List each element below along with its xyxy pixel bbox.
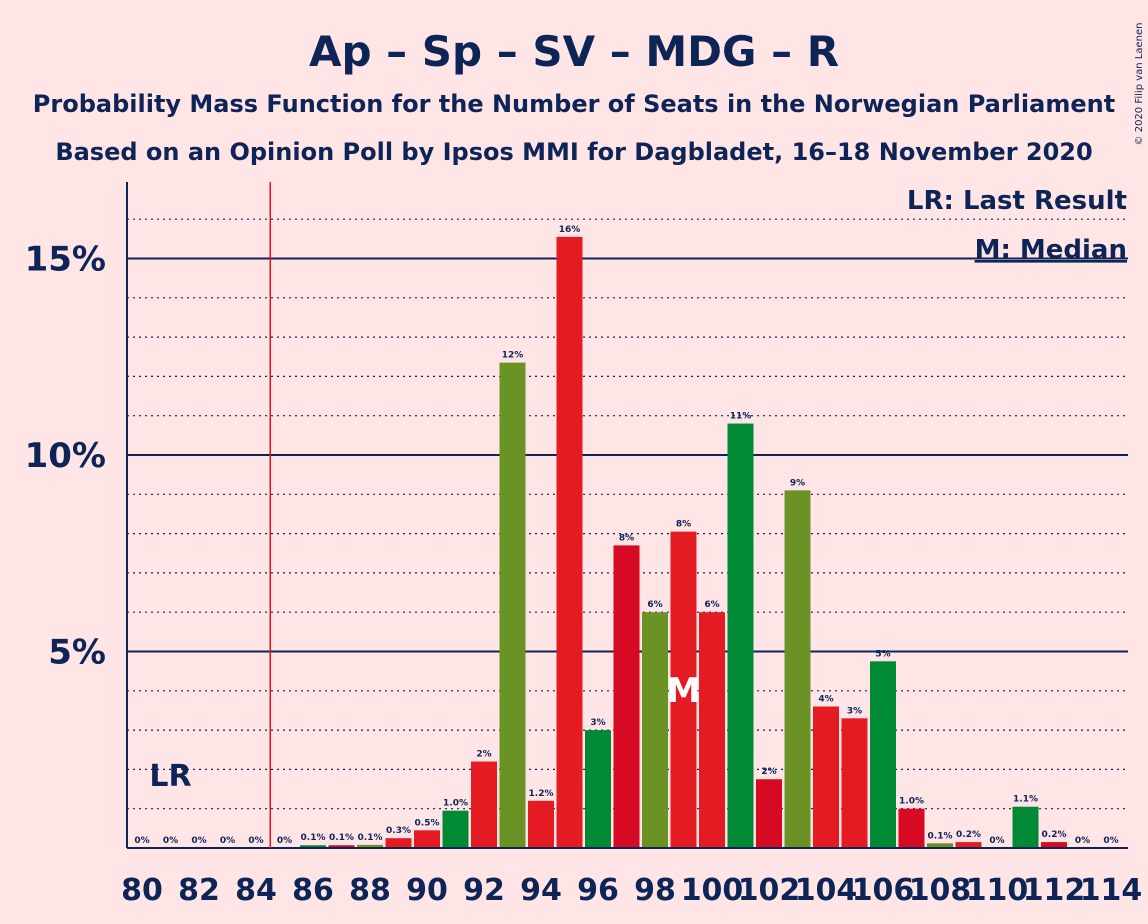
x-tick-label: 102 [738,873,801,908]
bar-104 [813,706,839,848]
bar-label-100: 6% [704,600,719,610]
bar-label-80: 0% [134,836,149,846]
bar-label-86: 0.1% [301,833,326,843]
bar-107 [898,808,925,848]
x-tick-label: 92 [463,873,505,908]
bar-label-111: 1.1% [1013,795,1038,805]
bar-label-91: 1.0% [443,799,468,809]
bar-label-83: 0% [220,836,235,846]
bar-label-95: 16% [559,225,581,235]
legend-last-result: LR: Last Result [907,186,1127,216]
bar-105 [841,718,868,848]
bar-87 [328,845,355,848]
bar-111 [1012,806,1039,848]
median-marker: M [667,671,701,711]
y-axis-ticks: 5% 10% 15% [25,240,106,673]
bar-100 [699,612,725,848]
bar-label-85: 0% [277,836,292,846]
bar-label-93: 12% [502,351,524,361]
bar-label-82: 0% [191,836,206,846]
bar-label-103: 9% [790,478,805,488]
bar-90 [414,830,440,848]
bar-101 [727,423,754,848]
chart-subtitle-2: Based on an Opinion Poll by Ipsos MMI fo… [55,138,1092,166]
bar-label-114: 0% [1103,836,1118,846]
x-tick-label: 112 [1023,873,1086,908]
bar-88 [357,844,383,848]
bar-112 [1041,842,1067,848]
bar-label-89: 0.3% [386,826,411,836]
bar-label-106: 5% [875,649,890,659]
last-result-label: LR [149,759,191,794]
bar-labels: 0% 0% 0% 0% 0% 0% 0.1% 0.1% 0.1%0.3%0.5%1.0%2%12… [134,225,1118,846]
bar-label-81: 0% [163,836,178,846]
bar-102 [756,779,782,848]
y-tick-label: 5% [48,633,106,673]
bar-89 [385,838,412,848]
bar-label-90: 0.5% [415,818,440,828]
bar-label-105: 3% [847,706,862,716]
x-tick-label: 94 [520,873,562,908]
bar-label-99: 8% [676,520,691,530]
bar-label-113: 0% [1075,836,1090,846]
bar-97 [613,545,640,848]
x-tick-label: 96 [577,873,619,908]
x-tick-label: 80 [121,873,163,908]
x-axis-ticks: 80 82 84 86 88 90 92 94 96 98 10010210410610811011… [121,873,1142,908]
x-tick-label: 84 [235,873,277,908]
copyright-text: © 2020 Filip van Laenen [1134,23,1145,146]
legend-median: M: Median [975,235,1127,265]
chart-subtitle-1: Probability Mass Function for the Number… [33,90,1115,118]
x-tick-label: 88 [349,873,391,908]
x-tick-label: 100 [681,873,744,908]
bar-95 [556,236,583,848]
chart-title: Ap – Sp – SV – MDG – R [309,27,839,76]
x-tick-label: 90 [406,873,448,908]
x-tick-label: 106 [852,873,915,908]
x-tick-label: 98 [634,873,676,908]
bar-109 [955,842,982,848]
bar-label-101: 11% [730,412,752,422]
bar-label-104: 4% [818,695,833,705]
bar-label-92: 2% [476,750,491,760]
bar-99 [670,531,697,848]
x-tick-label: 110 [966,873,1029,908]
bar-label-108: 0.1% [928,831,953,841]
bar-label-94: 1.2% [529,789,554,799]
bar-label-96: 3% [590,718,605,728]
bar-108 [927,843,953,848]
gridlines [127,218,1128,810]
y-tick-label: 15% [25,240,106,280]
bar-label-97: 8% [619,533,634,543]
bar-label-110: 0% [989,836,1004,846]
bar-label-109: 0.2% [956,830,981,840]
bar-label-98: 6% [647,600,662,610]
bar-93 [499,362,526,848]
bar-label-87: 0.1% [329,833,354,843]
bar-106 [870,661,896,848]
bar-86 [300,845,326,848]
bars [300,236,1067,848]
bar-91 [442,810,469,848]
x-tick-label: 86 [292,873,334,908]
x-tick-label: 114 [1080,873,1143,908]
y-tick-label: 10% [25,436,106,476]
bar-96 [585,730,611,848]
x-tick-label: 82 [178,873,220,908]
bar-label-107: 1.0% [899,797,924,807]
bar-label-84: 0% [248,836,263,846]
bar-label-88: 0.1% [358,833,383,843]
bar-94 [528,800,554,848]
bar-98 [642,612,668,848]
x-tick-label: 108 [909,873,972,908]
x-tick-label: 104 [795,873,858,908]
bar-label-112: 0.2% [1042,830,1067,840]
bar-label-102: 2% [761,767,776,777]
bar-92 [471,761,497,848]
bar-103 [784,490,811,848]
